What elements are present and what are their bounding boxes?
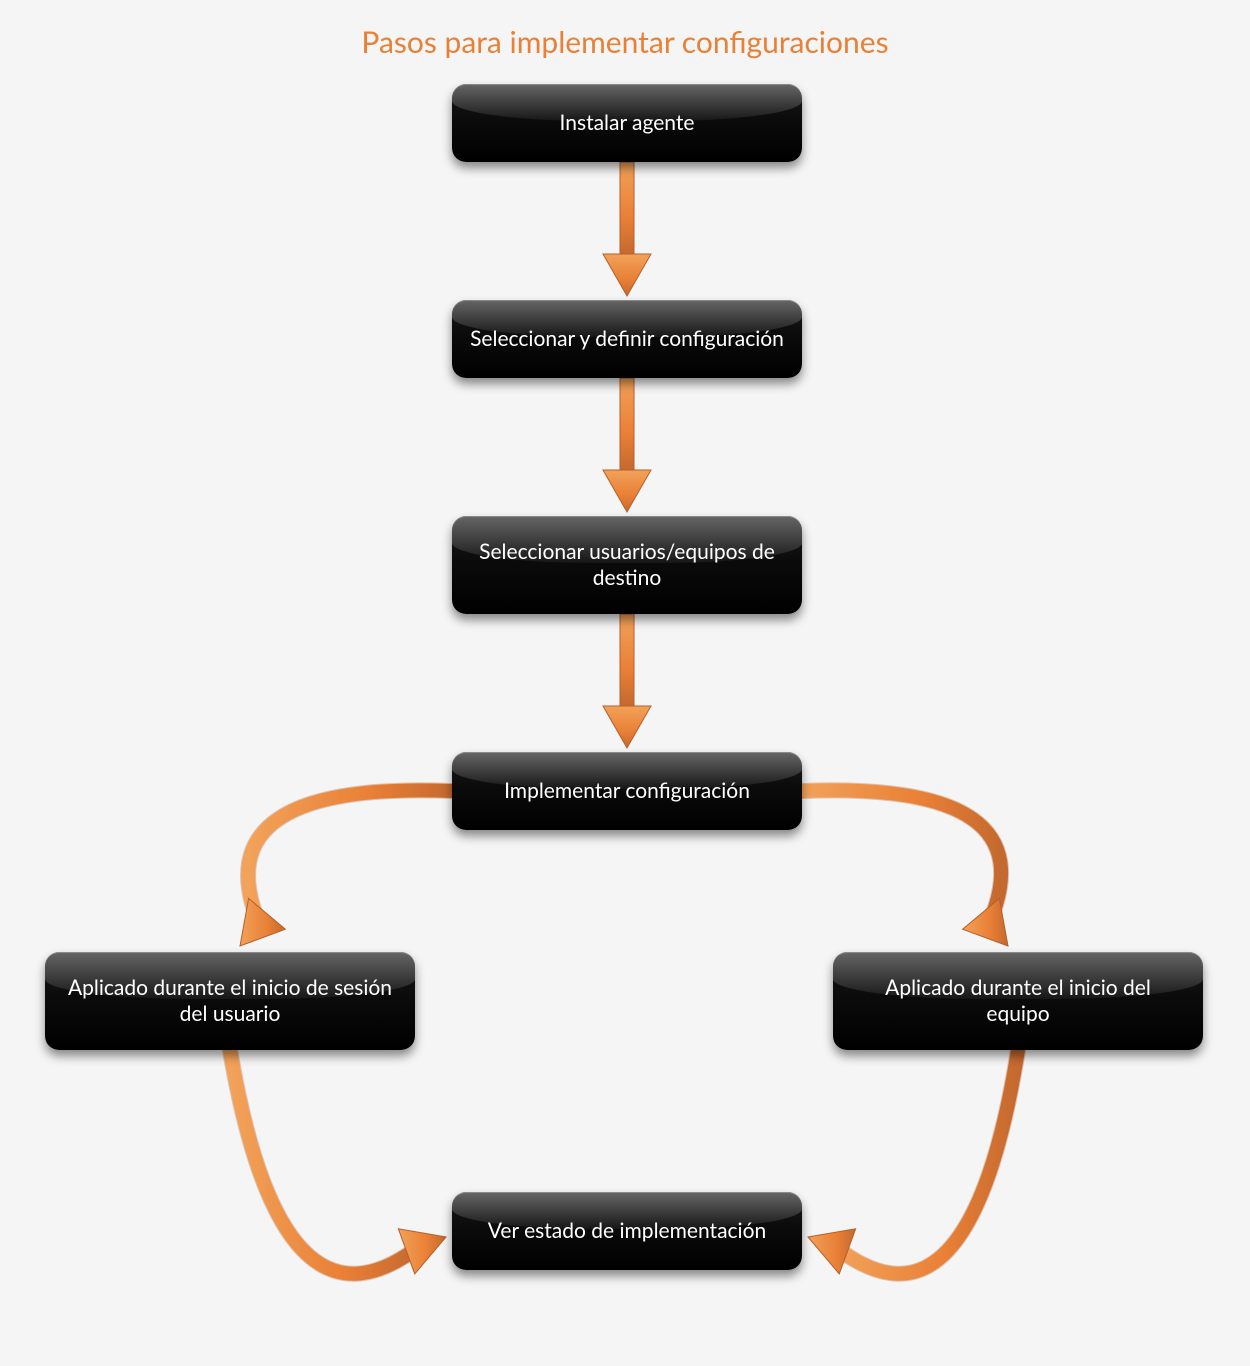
node-aplicado-usuario: Aplicado durante el inicio de sesión del… — [45, 952, 415, 1050]
node-label: Seleccionar y definir configuración — [470, 326, 784, 352]
flowchart-canvas: Pasos para implementar configuraciones I… — [0, 0, 1250, 1366]
node-ver-estado: Ver estado de implementación — [452, 1192, 802, 1270]
node-label: Instalar agente — [560, 110, 695, 136]
flowchart-title: Pasos para implementar configuraciones — [0, 24, 1250, 60]
node-label: Ver estado de implementación — [488, 1218, 766, 1244]
node-seleccionar-destino: Seleccionar usuarios/equipos de destino — [452, 516, 802, 614]
node-seleccionar-definir: Seleccionar y definir configuración — [452, 300, 802, 378]
node-label: Aplicado durante el inicio del equipo — [851, 975, 1185, 1028]
node-label: Implementar configuración — [504, 778, 750, 804]
flowchart-edges — [0, 0, 1250, 1366]
node-label: Seleccionar usuarios/equipos de destino — [470, 539, 784, 592]
node-instalar-agente: Instalar agente — [452, 84, 802, 162]
node-aplicado-equipo: Aplicado durante el inicio del equipo — [833, 952, 1203, 1050]
node-implementar: Implementar configuración — [452, 752, 802, 830]
flowchart-title-text: Pasos para implementar configuraciones — [361, 24, 888, 60]
node-label: Aplicado durante el inicio de sesión del… — [63, 975, 397, 1028]
